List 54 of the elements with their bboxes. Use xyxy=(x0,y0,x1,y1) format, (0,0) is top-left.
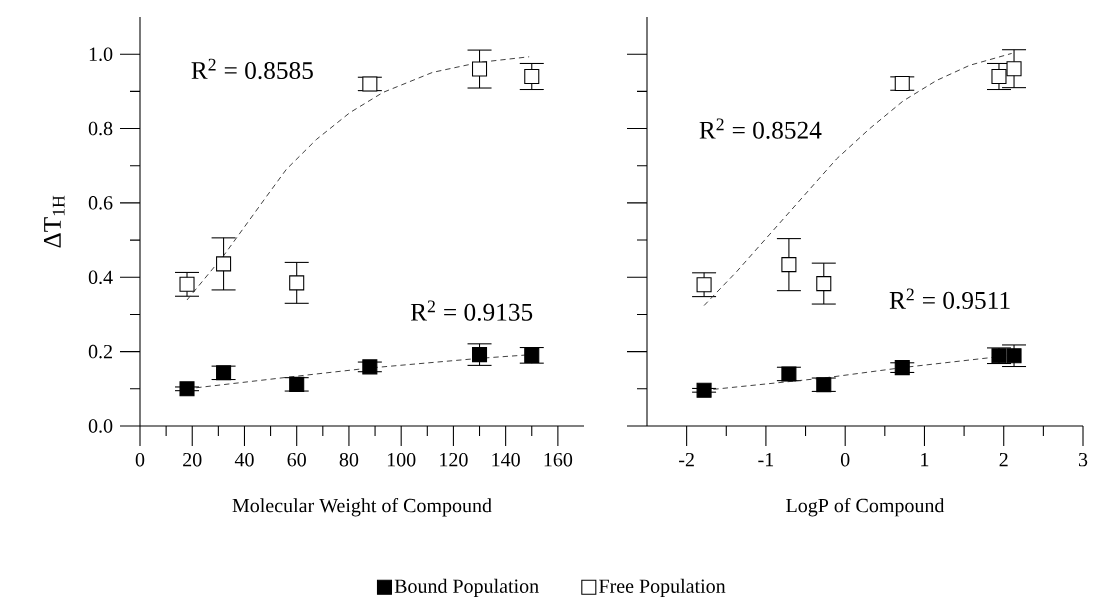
annotation: R$^{2}$ = 0.8585 xyxy=(191,58,313,80)
point xyxy=(816,377,832,393)
annotation: R$^{2}$ = 0.9135 xyxy=(410,300,533,321)
x-tick-label: 120 xyxy=(440,452,468,467)
point xyxy=(471,347,488,363)
point xyxy=(1006,61,1022,77)
point xyxy=(179,381,195,397)
x-tick-label: 1 xyxy=(921,452,929,467)
x-tick-label: 20 xyxy=(183,452,202,467)
y-tick-label: 0.0 xyxy=(88,419,113,433)
x-tick-label: 0 xyxy=(135,452,145,467)
x-tick-label: 140 xyxy=(492,452,520,467)
point xyxy=(524,347,540,363)
point xyxy=(894,76,910,92)
x-tick-label: 2 xyxy=(999,452,1008,467)
point xyxy=(179,276,195,292)
x-axis-title: LogP of Compound xyxy=(786,498,945,517)
point xyxy=(524,68,540,85)
y-tick-label: 0.2 xyxy=(88,344,112,359)
point xyxy=(289,275,305,291)
point xyxy=(471,61,488,77)
point xyxy=(991,68,1007,85)
point xyxy=(816,276,832,292)
legend-label: Bound Population xyxy=(394,578,539,597)
point xyxy=(362,76,378,92)
point xyxy=(216,256,232,272)
point xyxy=(781,257,797,273)
y-axis-title: ΔT$_{1H}$ xyxy=(43,195,65,248)
point xyxy=(362,359,378,375)
x-tick-label: 80 xyxy=(339,452,359,467)
point xyxy=(781,366,797,382)
y-tick-label: 1.0 xyxy=(89,47,113,61)
point xyxy=(1006,348,1022,364)
x-tick-label: -1 xyxy=(758,452,774,467)
y-tick-label: 0.8 xyxy=(88,121,113,136)
point xyxy=(991,348,1007,364)
x-tick-label: 3 xyxy=(1078,452,1088,467)
annotation: R$^{2}$ = 0.8524 xyxy=(699,118,822,139)
x-axis-title: Molecular Weight of Compound xyxy=(232,498,492,517)
point xyxy=(696,382,712,398)
point xyxy=(216,365,232,381)
point xyxy=(696,277,712,293)
x-tick-label: 40 xyxy=(234,452,254,467)
x-tick-label: 160 xyxy=(544,452,573,467)
point xyxy=(289,376,305,392)
x-tick-label: 100 xyxy=(387,452,416,467)
point xyxy=(894,360,910,376)
x-tick-label: 60 xyxy=(287,452,306,467)
y-tick-label: 0.6 xyxy=(88,196,113,210)
x-tick-label: -2 xyxy=(679,452,694,467)
x-tick-label: 0 xyxy=(840,452,850,467)
annotation: R$^{2}$ = 0.9511 xyxy=(889,288,1010,310)
y-tick-label: 0.4 xyxy=(88,270,113,285)
legend-label: Free Population xyxy=(599,578,726,597)
